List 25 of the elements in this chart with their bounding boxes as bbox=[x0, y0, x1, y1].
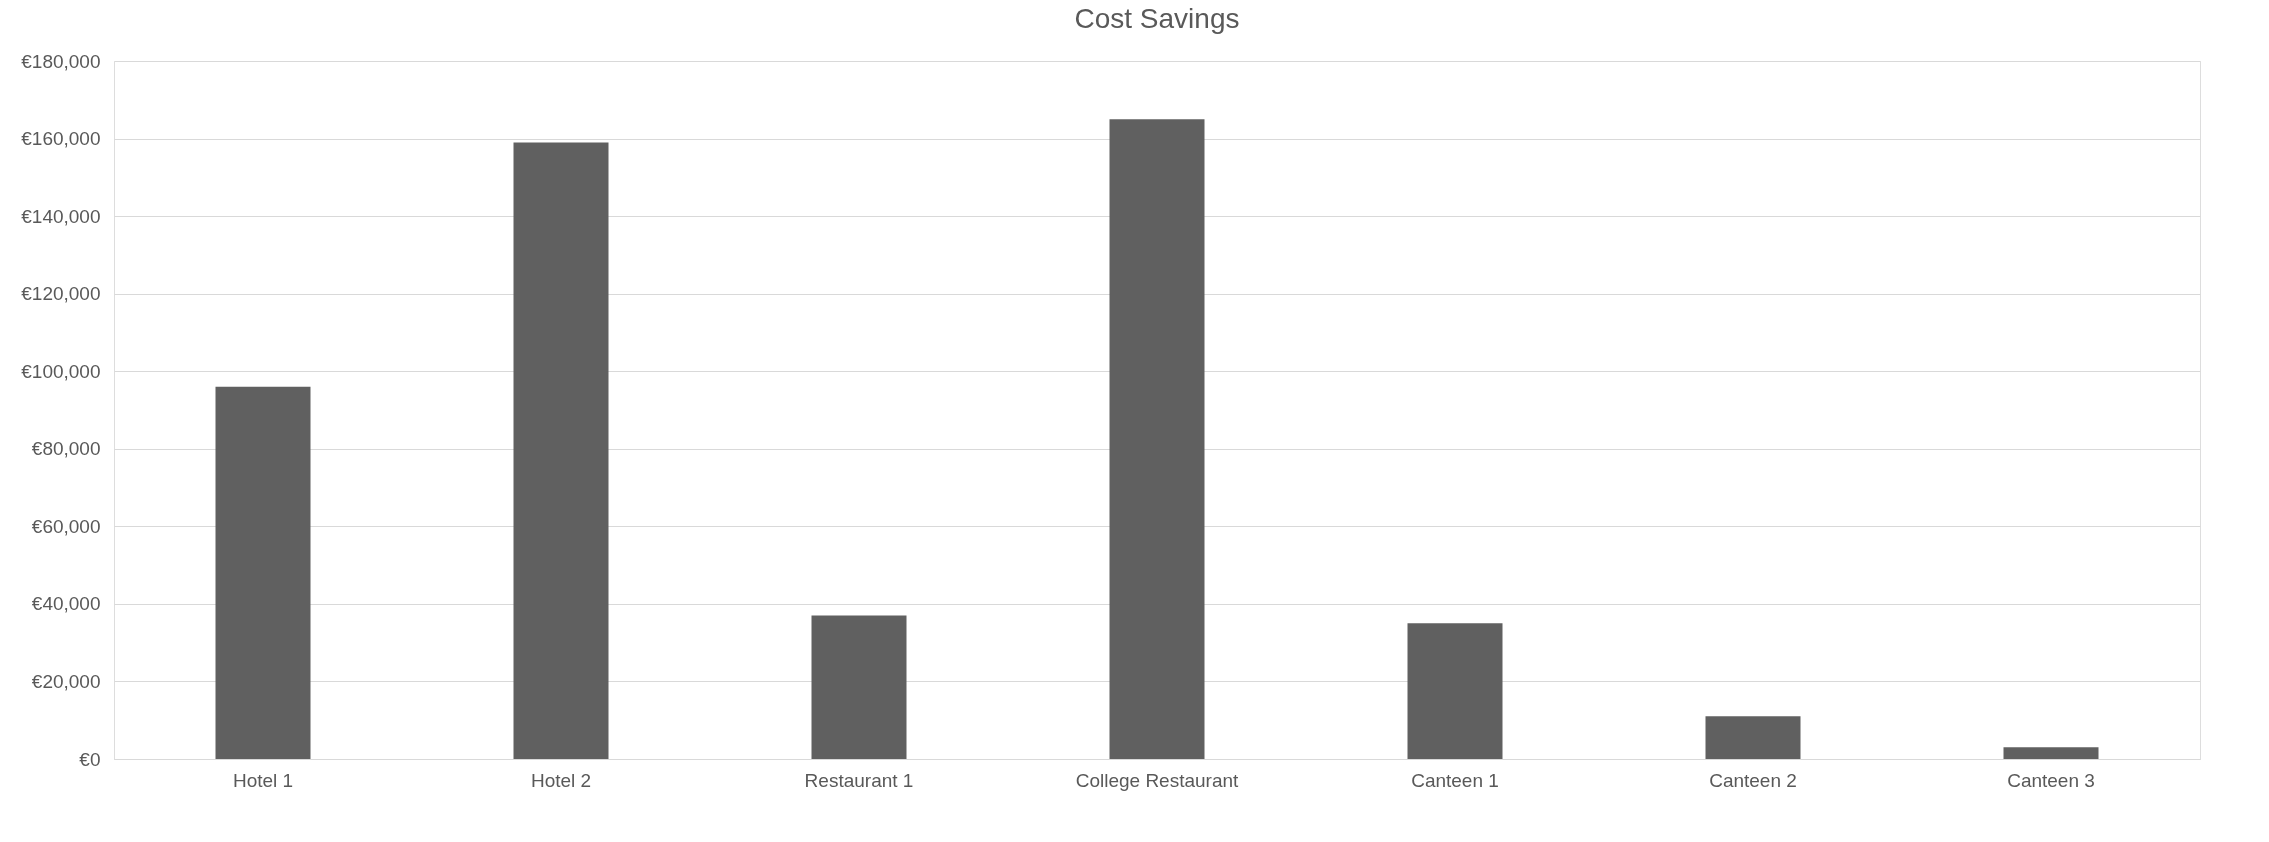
y-tick-label: €140,000 bbox=[21, 205, 101, 227]
x-tick-label: Canteen 3 bbox=[2007, 769, 2095, 791]
x-tick-label: Hotel 2 bbox=[530, 769, 592, 791]
y-tick-label: €180,000 bbox=[21, 50, 101, 72]
x-tick-label: Hotel 1 bbox=[232, 769, 294, 791]
x-tick-label: Canteen 2 bbox=[1709, 769, 1797, 791]
bar bbox=[513, 142, 609, 759]
bar bbox=[1705, 716, 1801, 759]
y-tick-label: €120,000 bbox=[21, 283, 101, 305]
bar bbox=[1407, 623, 1503, 759]
bar bbox=[1109, 119, 1205, 759]
chart-title: Cost Savings bbox=[1074, 3, 1240, 34]
y-tick-label: €100,000 bbox=[21, 360, 101, 382]
bar bbox=[2003, 747, 2099, 759]
y-tick-label: €0 bbox=[79, 748, 101, 770]
bar bbox=[811, 615, 907, 759]
y-tick-label: €60,000 bbox=[31, 515, 101, 537]
y-tick-label: €160,000 bbox=[21, 128, 101, 150]
y-tick-label: €20,000 bbox=[31, 670, 101, 692]
x-tick-label: College Restaurant bbox=[1075, 769, 1240, 791]
y-tick-label: €80,000 bbox=[31, 438, 101, 460]
y-tick-label: €40,000 bbox=[31, 593, 101, 615]
x-tick-label: Canteen 1 bbox=[1411, 769, 1499, 791]
bar bbox=[215, 386, 311, 759]
x-tick-label: Restaurant 1 bbox=[804, 769, 914, 791]
